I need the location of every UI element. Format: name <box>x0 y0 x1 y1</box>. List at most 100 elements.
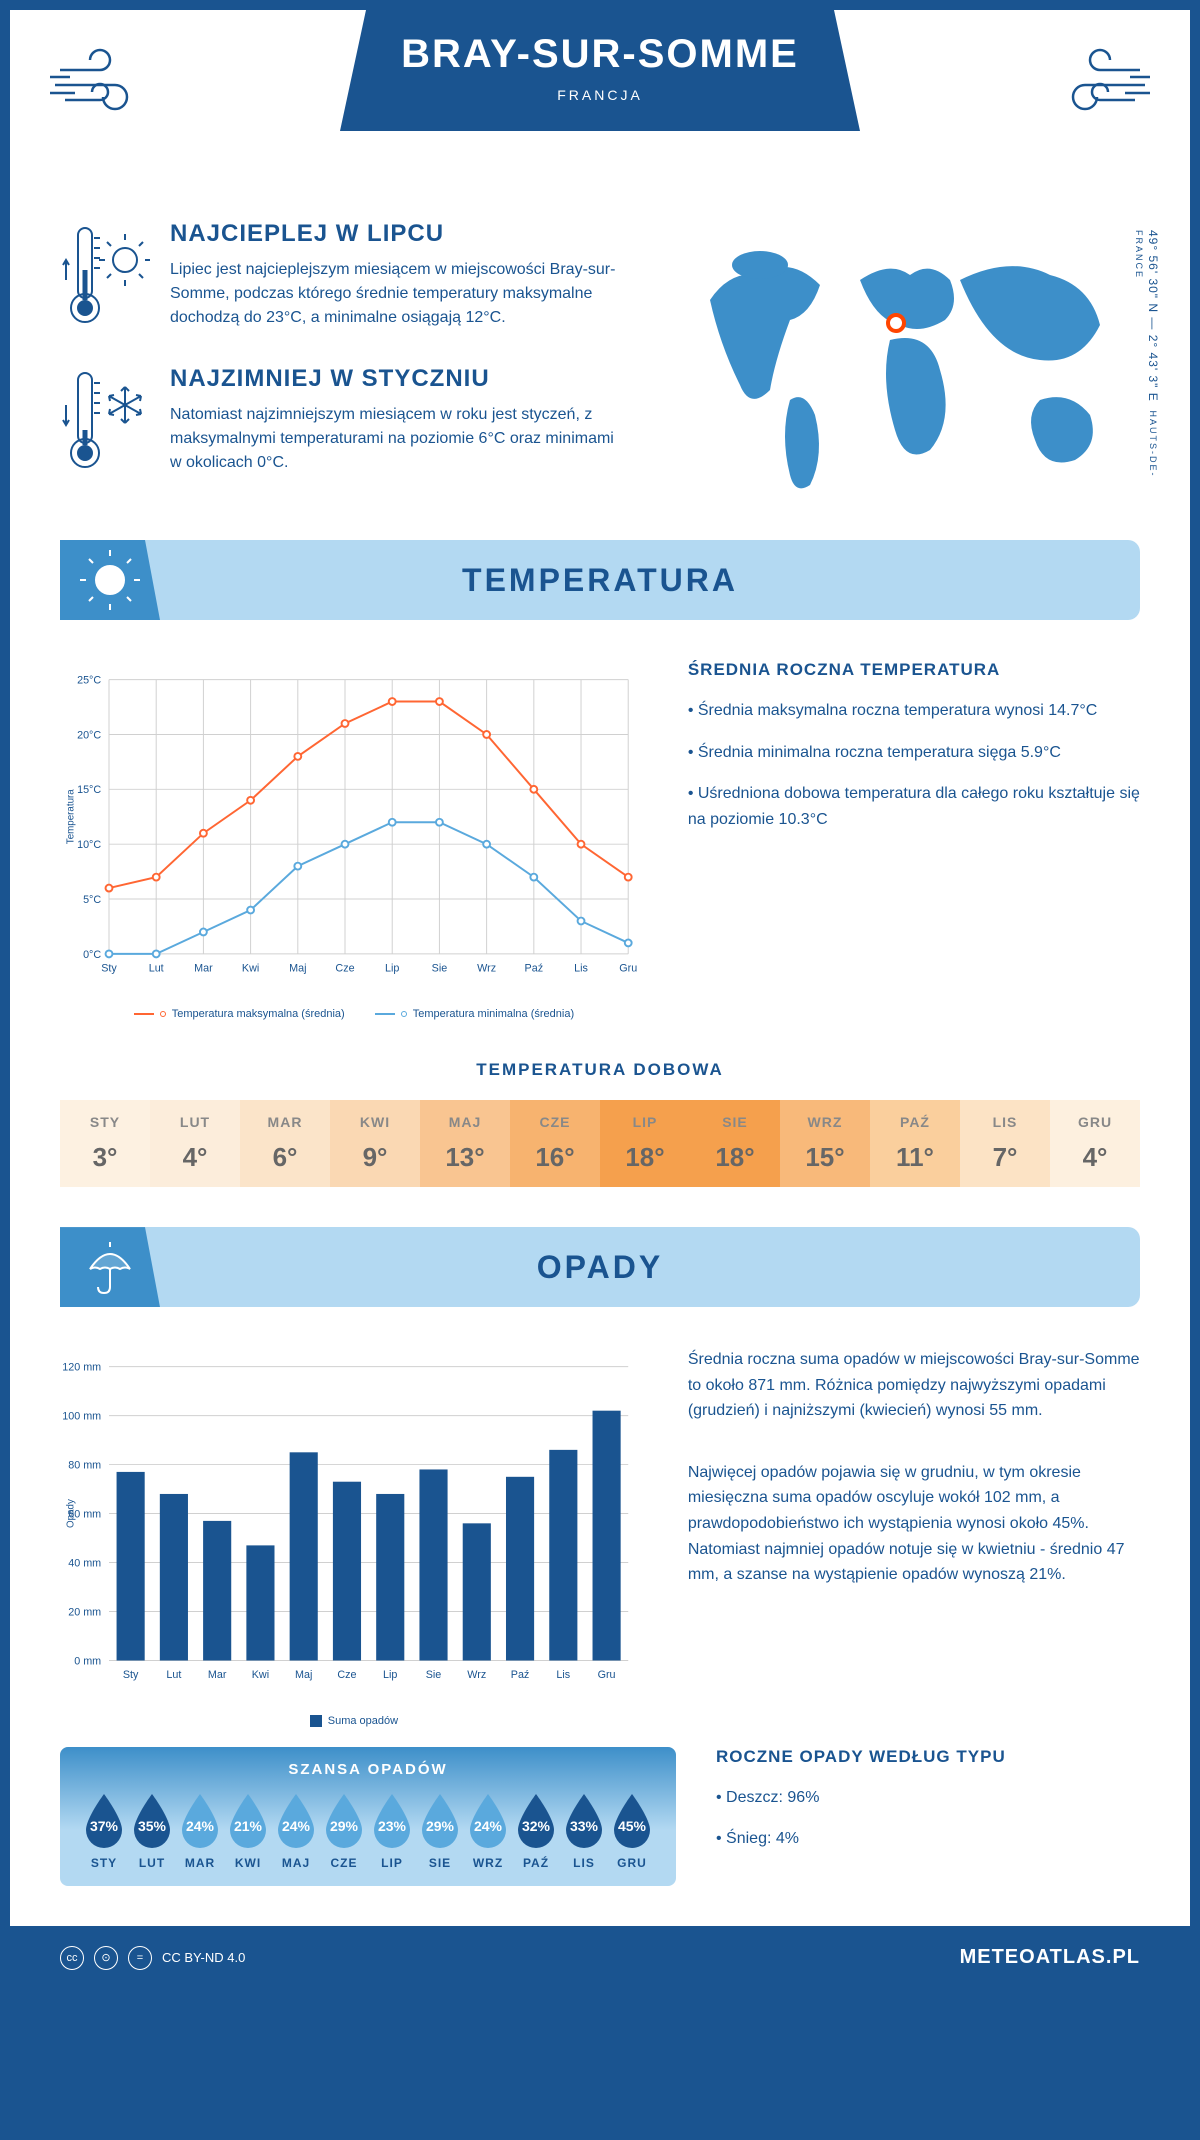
svg-text:Gru: Gru <box>619 963 637 975</box>
intro-section: NAJCIEPLEJ W LIPCU Lipiec jest najcieple… <box>10 180 1190 540</box>
precipitation-chart: 0 mm20 mm40 mm60 mm80 mm100 mm120 mmStyL… <box>60 1347 648 1727</box>
svg-text:Lip: Lip <box>385 963 399 975</box>
svg-text:20°C: 20°C <box>77 729 101 741</box>
precipitation-type: ROCZNE OPADY WEDŁUG TYPU • Deszcz: 96% •… <box>716 1747 1140 1868</box>
info-item: • Średnia maksymalna roczna temperatura … <box>688 698 1140 724</box>
chance-drop: 45%GRU <box>608 1790 656 1870</box>
svg-text:Mar: Mar <box>194 963 213 975</box>
coldest-text: Natomiast najzimniejszym miesiącem w rok… <box>170 403 620 475</box>
svg-text:15°C: 15°C <box>77 784 101 796</box>
rain-pct: • Deszcz: 96% <box>716 1785 1140 1811</box>
svg-text:10°C: 10°C <box>77 839 101 851</box>
warmest-text: Lipiec jest najcieplejszym miesiącem w m… <box>170 258 620 330</box>
daily-cell: KWI9° <box>330 1100 420 1187</box>
svg-text:Sty: Sty <box>123 1669 139 1681</box>
coordinates: 49° 56' 30" N — 2° 43' 3" E HAUTS-DE-FRA… <box>1132 230 1160 510</box>
info-item: • Średnia minimalna roczna temperatura s… <box>688 740 1140 766</box>
umbrella-icon <box>60 1227 160 1307</box>
chance-drop: 24%WRZ <box>464 1790 512 1870</box>
daily-cell: MAR6° <box>240 1100 330 1187</box>
daily-cell: LIP18° <box>600 1100 690 1187</box>
svg-text:80 mm: 80 mm <box>68 1460 101 1472</box>
svg-text:Wrz: Wrz <box>467 1669 486 1681</box>
snow-pct: • Śnieg: 4% <box>716 1826 1140 1852</box>
svg-text:100 mm: 100 mm <box>62 1411 101 1423</box>
thermometer-hot-icon <box>60 220 150 335</box>
chance-drop: 23%LIP <box>368 1790 416 1870</box>
chance-drop: 35%LUT <box>128 1790 176 1870</box>
svg-text:120 mm: 120 mm <box>62 1362 101 1374</box>
precipitation-info: Średnia roczna suma opadów w miejscowośc… <box>688 1347 1140 1727</box>
type-title: ROCZNE OPADY WEDŁUG TYPU <box>716 1747 1140 1767</box>
section-title: TEMPERATURA <box>462 562 738 599</box>
info-item: • Uśredniona dobowa temperatura dla całe… <box>688 781 1140 832</box>
svg-text:Cze: Cze <box>335 963 354 975</box>
svg-text:Wrz: Wrz <box>477 963 496 975</box>
thermometer-cold-icon <box>60 365 150 480</box>
chance-drop: 29%CZE <box>320 1790 368 1870</box>
daily-title: TEMPERATURA DOBOWA <box>60 1060 1140 1080</box>
world-map: 49° 56' 30" N — 2° 43' 3" E HAUTS-DE-FRA… <box>660 220 1140 510</box>
svg-text:Sty: Sty <box>101 963 117 975</box>
svg-text:5°C: 5°C <box>83 894 101 906</box>
warmest-title: NAJCIEPLEJ W LIPCU <box>170 220 620 248</box>
svg-text:Sie: Sie <box>426 1669 442 1681</box>
svg-text:0 mm: 0 mm <box>74 1656 101 1668</box>
chance-drop: 32%PAŹ <box>512 1790 560 1870</box>
precip-text-1: Średnia roczna suma opadów w miejscowośc… <box>688 1347 1140 1424</box>
svg-text:Maj: Maj <box>289 963 306 975</box>
svg-text:Kwi: Kwi <box>242 963 259 975</box>
svg-text:Kwi: Kwi <box>252 1669 269 1681</box>
location-marker <box>886 313 906 333</box>
svg-text:Temperatura: Temperatura <box>66 789 77 844</box>
coldest-title: NAJZIMNIEJ W STYCZNIU <box>170 365 620 393</box>
chance-title: SZANSA OPADÓW <box>80 1761 656 1778</box>
daily-cell: LUT4° <box>150 1100 240 1187</box>
header: BRAY-SUR-SOMME FRANCJA <box>10 10 1190 180</box>
svg-text:40 mm: 40 mm <box>68 1558 101 1570</box>
daily-cell: CZE16° <box>510 1100 600 1187</box>
svg-text:Sie: Sie <box>432 963 448 975</box>
wind-icon <box>1030 45 1150 130</box>
precipitation-header: OPADY <box>60 1227 1140 1307</box>
footer: cc ⊙ = CC BY-ND 4.0 METEOATLAS.PL <box>10 1926 1190 1990</box>
svg-text:Paź: Paź <box>511 1669 530 1681</box>
chance-drop: 24%MAJ <box>272 1790 320 1870</box>
svg-text:Lis: Lis <box>556 1669 570 1681</box>
legend-max: Temperatura maksymalna (średnia) <box>134 1008 345 1020</box>
daily-cell: STY3° <box>60 1100 150 1187</box>
svg-text:Cze: Cze <box>337 1669 356 1681</box>
svg-text:Lis: Lis <box>574 963 588 975</box>
daily-cell: SIE18° <box>690 1100 780 1187</box>
svg-text:Lip: Lip <box>383 1669 397 1681</box>
city-name: BRAY-SUR-SOMME <box>340 32 860 77</box>
precip-text-2: Najwięcej opadów pojawia się w grudniu, … <box>688 1460 1140 1588</box>
title-banner: BRAY-SUR-SOMME FRANCJA <box>340 10 860 131</box>
info-title: ŚREDNIA ROCZNA TEMPERATURA <box>688 660 1140 680</box>
svg-text:Maj: Maj <box>295 1669 312 1681</box>
nd-icon: = <box>128 1946 152 1970</box>
daily-cell: WRZ15° <box>780 1100 870 1187</box>
svg-text:0°C: 0°C <box>83 949 101 961</box>
daily-temperature: TEMPERATURA DOBOWA STY3°LUT4°MAR6°KWI9°M… <box>10 1060 1190 1227</box>
precipitation-chance: SZANSA OPADÓW 37%STY35%LUT24%MAR21%KWI24… <box>60 1747 676 1886</box>
country-name: FRANCJA <box>340 87 860 103</box>
daily-cell: PAŹ11° <box>870 1100 960 1187</box>
svg-text:Opady: Opady <box>66 1499 77 1528</box>
daily-cell: GRU4° <box>1050 1100 1140 1187</box>
svg-text:Paź: Paź <box>525 963 544 975</box>
site-name: METEOATLAS.PL <box>960 1946 1140 1969</box>
sun-icon <box>60 540 160 620</box>
svg-text:Lut: Lut <box>166 1669 181 1681</box>
daily-cell: LIS7° <box>960 1100 1050 1187</box>
chance-drop: 37%STY <box>80 1790 128 1870</box>
chance-drop: 24%MAR <box>176 1790 224 1870</box>
coldest-block: NAJZIMNIEJ W STYCZNIU Natomiast najzimni… <box>60 365 620 480</box>
warmest-block: NAJCIEPLEJ W LIPCU Lipiec jest najcieple… <box>60 220 620 335</box>
temperature-header: TEMPERATURA <box>60 540 1140 620</box>
legend-precip: Suma opadów <box>310 1715 398 1727</box>
chance-drop: 21%KWI <box>224 1790 272 1870</box>
svg-text:Gru: Gru <box>598 1669 616 1681</box>
cc-icon: cc <box>60 1946 84 1970</box>
svg-text:Lut: Lut <box>149 963 164 975</box>
